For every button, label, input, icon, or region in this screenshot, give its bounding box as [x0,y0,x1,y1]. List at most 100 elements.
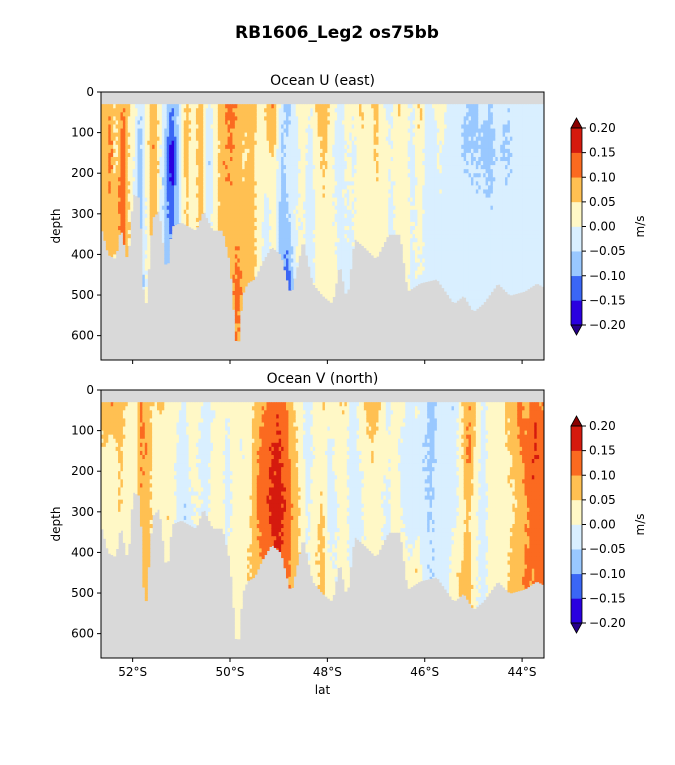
contour-cell [317,108,321,113]
contour-cell [378,156,382,162]
contour-cell [303,128,307,134]
contour-cell [281,173,285,178]
contour-cell [208,128,212,134]
contour-cell [310,242,314,247]
contour-cell [212,173,216,178]
contour-cell [249,181,253,186]
contour-cell [283,197,287,203]
contour-cell [378,238,382,243]
contour-cell [402,140,406,146]
contour-cell [276,234,280,239]
contour-cell [178,148,182,154]
contour-cell [339,124,343,130]
contour-cell [383,169,387,174]
contour-cell [276,246,280,251]
contour-cell [407,282,411,288]
contour-cell [312,226,316,231]
contour-cell [383,193,387,199]
contour-cell [127,152,131,158]
contour-cell [259,189,263,195]
contour-cell [125,250,129,256]
contour-cell [247,156,251,162]
contour-cell [195,197,199,203]
contour-cell [108,185,112,191]
contour-cell [254,258,258,264]
contour-cell [144,193,148,199]
contour-cell [234,286,238,292]
contour-cell [152,177,156,182]
contour-cell [264,201,268,207]
contour-cell [315,278,319,284]
contour-cell [254,185,258,191]
contour-cell [268,140,272,146]
contour-cell [390,156,394,162]
contour-cell [178,197,182,203]
contour-cell [414,226,419,231]
contour-cell [225,185,229,191]
contour-cell [373,112,377,117]
contour-cell [244,136,248,142]
contour-cell [225,217,229,223]
contour-cell [108,148,112,154]
contour-cell [239,104,243,109]
contour-cell [273,128,277,134]
contour-cell [139,136,143,142]
contour-cell [122,124,126,130]
contour-cell [271,161,275,166]
contour-cell [307,120,311,126]
contour-cell [178,209,182,215]
contour-cell [290,152,294,158]
contour-cell [198,132,202,138]
contour-cell [174,108,178,113]
contour-cell [385,197,389,203]
contour-cell [125,152,129,158]
contour-cell [156,128,161,134]
contour-cell [332,246,336,251]
contour-cell [383,108,387,113]
contour-cell [242,140,246,146]
contour-cell [271,189,275,195]
contour-cell [288,197,292,203]
contour-cell [108,205,112,211]
contour-cell [215,124,219,130]
contour-cell [290,254,294,260]
contour-cell [356,136,360,142]
contour-cell [305,250,309,256]
contour-cell [174,177,178,182]
contour-cell [254,226,258,231]
contour-cell [113,205,117,211]
contour-cell [108,144,112,150]
contour-cell [356,205,360,211]
contour-cell [285,148,290,154]
contour-cell [220,226,224,231]
contour-cell [341,169,345,174]
contour-cell [181,156,185,162]
contour-cell [300,144,304,150]
contour-cell [344,238,348,243]
contour-cell [327,250,331,256]
contour-cell [176,193,180,199]
contour-cell [402,148,406,154]
contour-cell [315,177,319,182]
contour-cell [419,217,423,223]
contour-cell [215,116,219,122]
contour-cell [164,152,168,158]
contour-cell [390,161,394,166]
contour-cell [276,205,280,211]
contour-cell [120,177,124,182]
contour-cell [376,177,380,182]
contour-cell [349,156,353,162]
contour-cell [283,185,287,191]
contour-cell [205,209,209,215]
contour-cell [303,189,307,195]
contour-cell [130,120,134,126]
contour-cell [385,189,389,195]
contour-cell [268,161,272,166]
contour-cell [305,242,309,247]
contour-cell [417,234,421,239]
contour-cell [264,193,268,199]
contour-cell [239,217,243,223]
contour-cell [169,238,173,239]
contour-cell [174,185,178,191]
contour-cell [200,177,204,182]
